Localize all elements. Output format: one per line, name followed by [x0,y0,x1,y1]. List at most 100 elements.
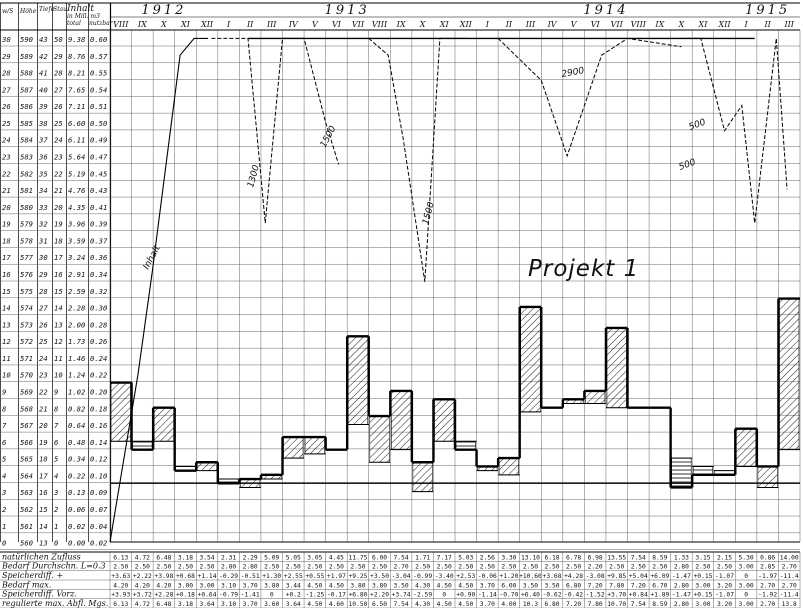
table-cell: 4.50 [458,601,473,608]
table-cell: -1.92 [758,592,777,599]
left-table-cell: 36 [38,153,48,162]
left-table-cell: 6 [54,438,58,447]
table-cell: 6.00 [501,582,516,589]
left-table-cell: 25 [39,337,48,346]
table-cell: 1.71 [415,554,430,561]
table-cell: +3.98 [154,573,173,580]
left-table-cell: 26 [54,102,63,111]
table-cell: 0.86 [760,554,775,561]
left-header-label: Stau [53,6,67,13]
left-table-cell: 3.24 [67,253,85,262]
table-cell: 2.70 [782,564,797,571]
left-table-cell: 24 [54,136,63,145]
table-cell: 7.20 [566,601,581,608]
left-table-cell: 34 [38,186,48,195]
left-table-cell: 21 [54,186,63,195]
left-table-cell: 17 [54,253,63,262]
left-table-cell: 22 [2,169,11,178]
table-cell: 10.70 [607,601,626,608]
month-label: III [783,20,794,29]
table-cell: 2.70 [394,564,409,571]
table-cell: 2.50 [566,564,581,571]
left-table-cell: 25 [54,119,63,128]
table-cell: 3.50 [544,582,559,589]
table-cell: +2.55 [284,573,303,580]
curve-annotation: 500 [688,117,708,132]
left-table-cell: 9 [54,388,58,397]
table-cell: -0.51 [241,573,260,580]
left-table-cell: 2.91 [68,270,85,279]
left-table-cell: 0.50 [90,119,107,128]
left-table-cell: 33 [38,203,48,212]
left-table-cell: 0.28 [90,320,107,329]
left-table-cell: 2.59 [68,287,85,296]
table-cell: 2.70 [782,582,797,589]
table-cell: 3.00 [739,564,754,571]
left-table-cell: 43 [39,35,48,44]
storage-diff-bar [606,327,627,409]
left-table-cell: 31 [38,236,48,245]
left-table-cell: 0.09 [90,488,107,497]
left-table-cell: 0.51 [90,102,107,111]
table-cell: 1.33 [674,554,689,561]
table-cell: +3.74 [392,592,411,599]
left-table-cell: 15 [39,505,48,514]
table-cell: 7.54 [394,554,409,561]
table-cell: +0.2 [286,592,301,599]
table-cell: 2.70 [760,582,775,589]
left-table-cell: 0.06 [68,505,85,514]
left-table-cell: 1 [2,522,6,531]
table-cell: 7.17 [437,554,452,561]
left-table-cell: 590 [20,35,33,44]
left-table-cell: 3 [53,488,58,497]
table-cell: 3.50 [394,582,409,589]
left-table-cell: 2.00 [68,320,85,329]
month-label: II [246,20,254,29]
left-table-cell: 0.32 [90,287,107,296]
storage-diff-bar [434,399,455,442]
left-header-label: Höhe [19,8,37,15]
table-cell: 3.64 [199,601,214,608]
left-table-cell: 563 [20,488,33,497]
month-label: I [226,20,231,29]
table-cell: 2.50 [199,564,214,571]
table-row-label: Speicherdiff. + [2,571,63,580]
left-table-cell: 13 [2,320,11,329]
table-row-label: Bedarf Durchschn. L=0.3 [1,562,106,571]
month-label: VIII [113,20,129,29]
left-table-cell: 18 [2,236,11,245]
left-table-cell: 577 [20,253,34,262]
left-table-cell: 24 [2,136,11,145]
curve-annotation: Inhalt [142,244,163,272]
left-table-cell: 6.60 [68,119,85,128]
month-label: II [505,20,513,29]
table-cell: 3.54 [199,554,214,561]
table-cell: +2.20 [370,592,389,599]
left-table-cell: 8 [54,404,58,413]
table-cell: -0.99 [413,573,432,580]
table-cell: 3.18 [178,554,193,561]
table-cell: 2.50 [609,564,624,571]
left-table-cell: 560 [20,539,33,548]
table-cell: 3.20 [717,582,732,589]
table-cell: 2.50 [415,564,430,571]
left-table-cell: 0.16 [90,421,107,430]
table-cell: 4.50 [307,582,322,589]
table-cell: 5.05 [286,554,301,561]
table-cell: 10.3 [523,601,538,608]
table-cell: -2.59 [413,592,432,599]
table-cell: 6.13 [113,554,128,561]
left-table-cell: 3.96 [67,220,85,229]
year-label: 1915 [745,3,790,18]
left-table-cell: 0.26 [90,337,107,346]
left-table-cell: 587 [20,85,34,94]
left-table-cell: 32 [38,220,48,229]
table-cell: 6.13 [113,601,128,608]
left-table-cell: 7 [54,421,59,430]
left-table-cell: 23 [39,371,48,380]
left-table-cell: 0.60 [90,35,107,44]
table-cell: 14.00 [780,554,799,561]
left-table-cell: 568 [20,404,33,413]
table-cell: 5.30 [739,554,754,561]
left-table-cell: 50 [54,35,63,44]
